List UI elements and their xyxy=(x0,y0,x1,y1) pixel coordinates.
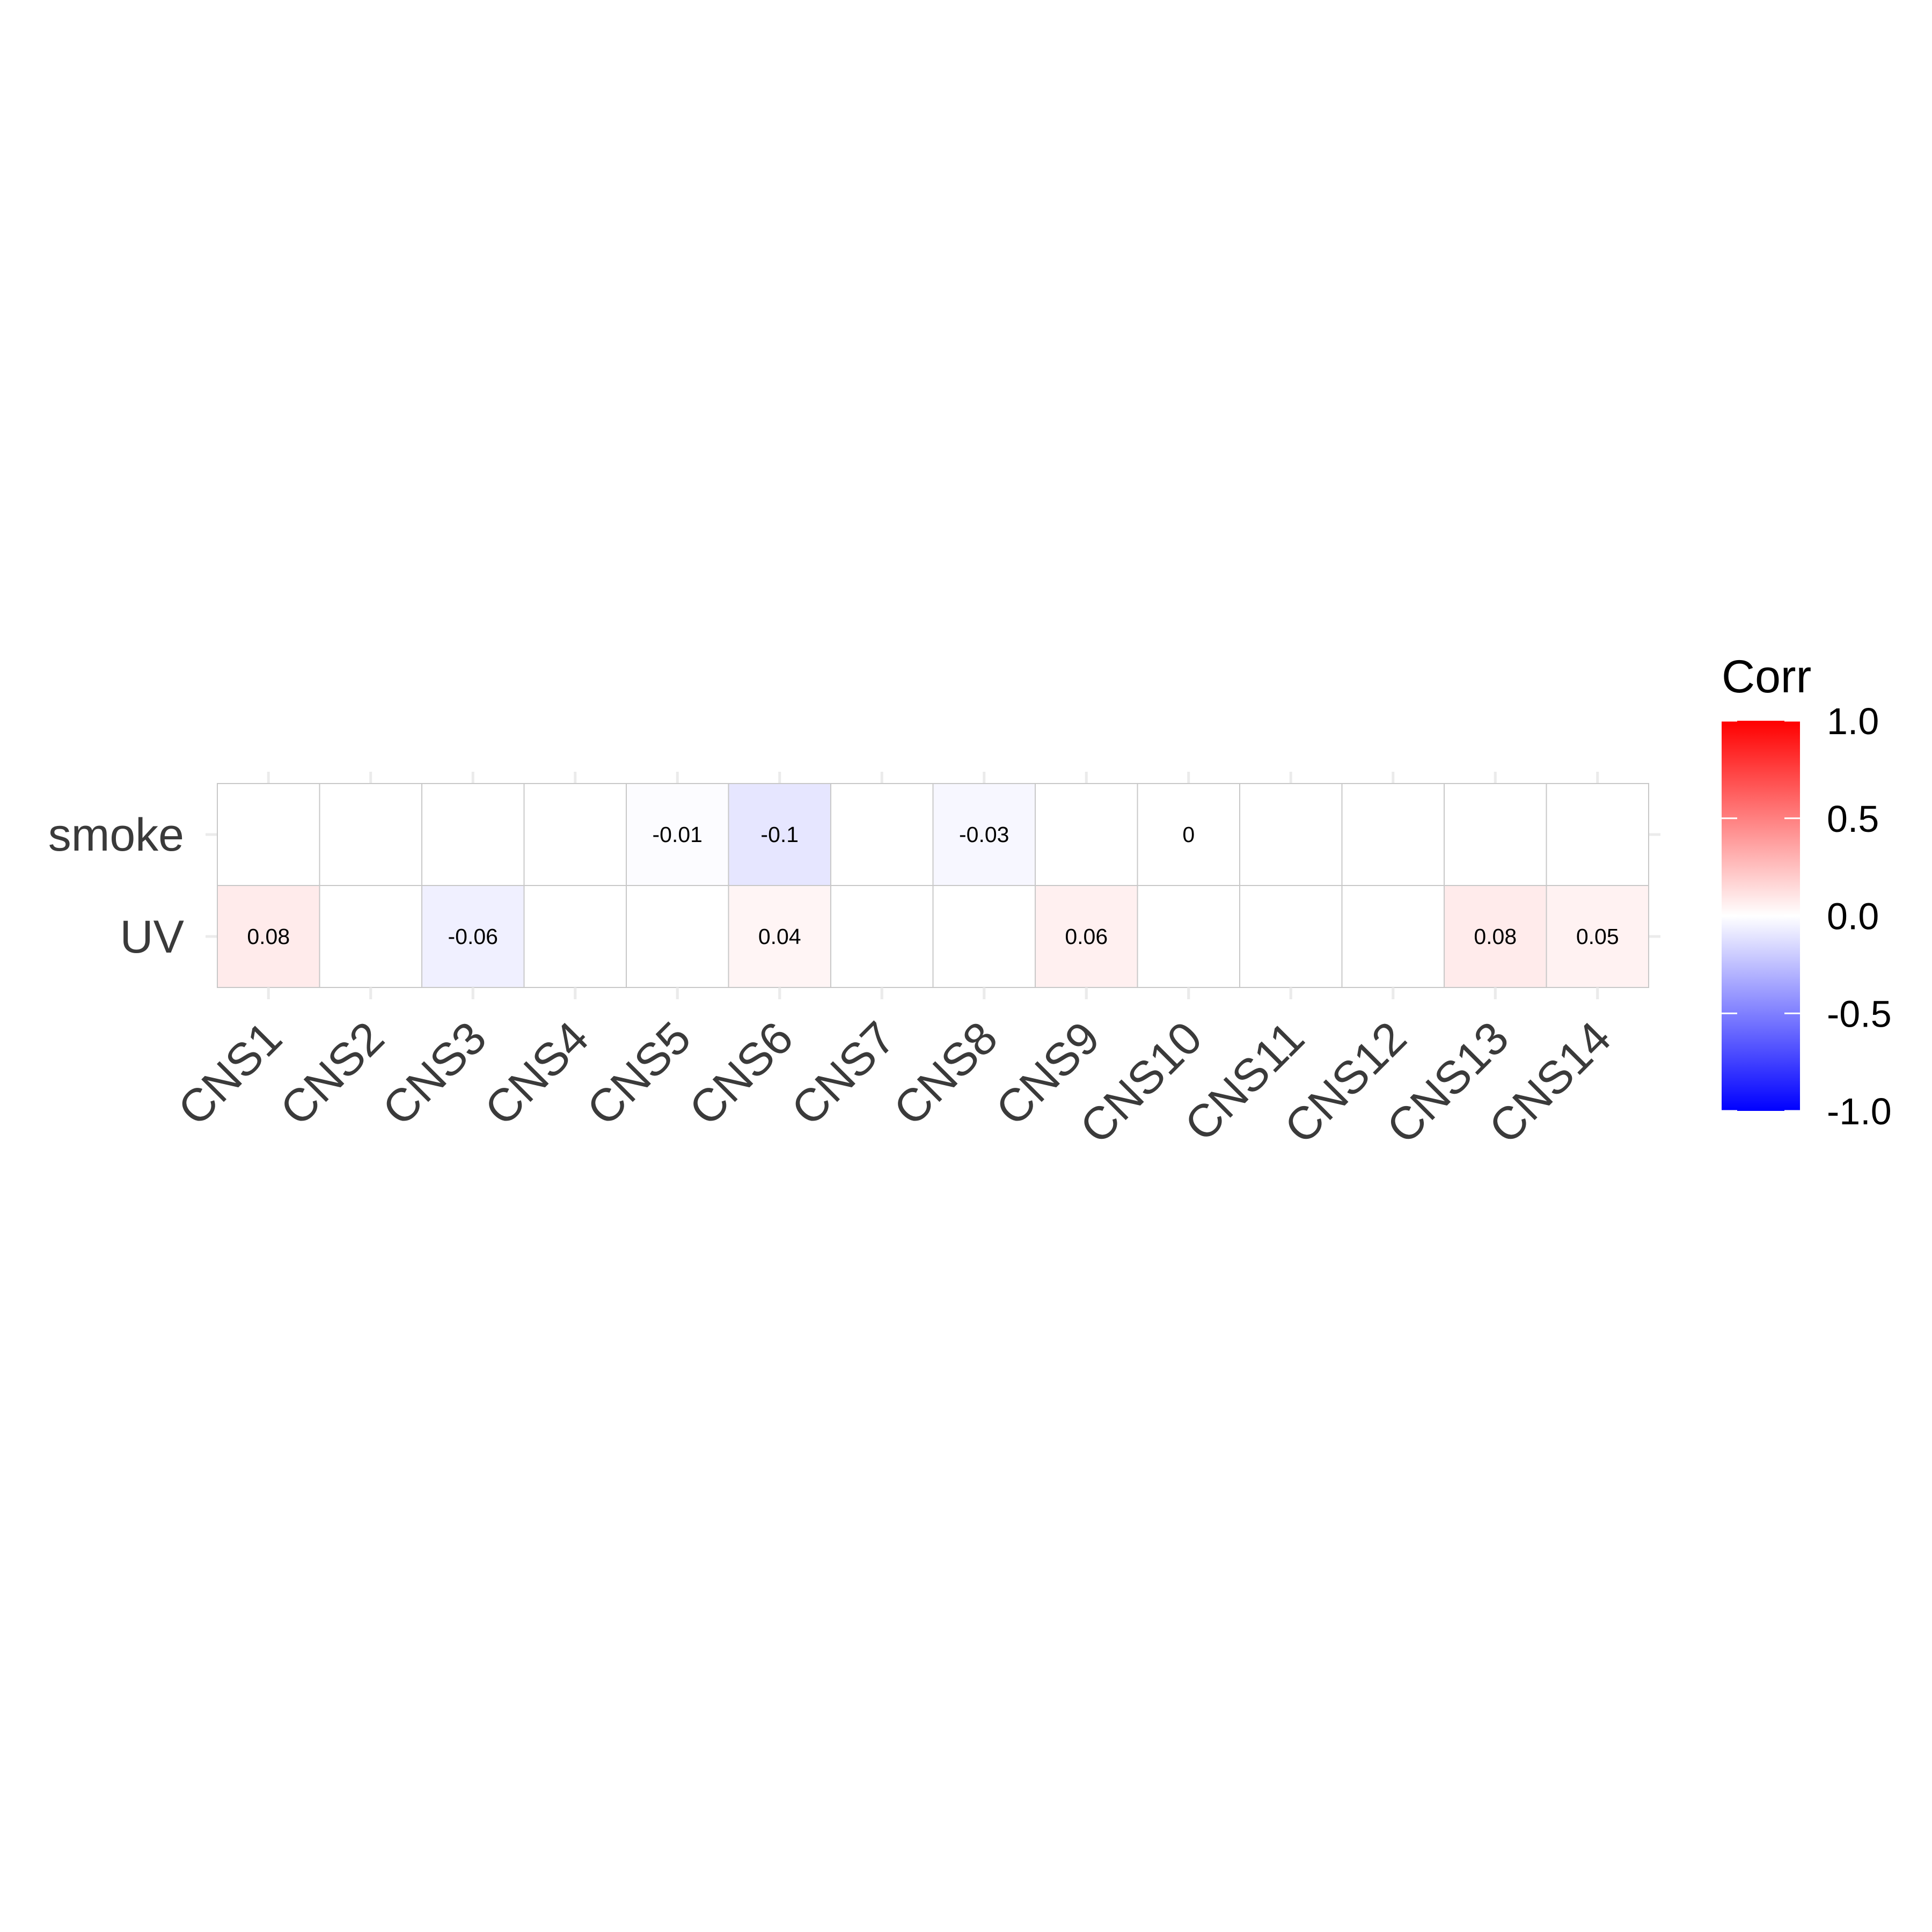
heatmap-cell xyxy=(626,783,729,886)
color-legend: Corr 1.0 0.5 0.0 -0.5 -1.0 xyxy=(1722,651,1892,1132)
cell-value-label: 0.06 xyxy=(1065,924,1108,949)
cell-value-labels: -0.01 -0.1 -0.03 0 0.08 -0.06 0.04 0.06 0.08 0.05 xyxy=(247,822,1619,949)
heatmap-cell xyxy=(1137,783,1240,886)
legend-tick-label: 0.0 xyxy=(1827,896,1879,938)
heatmap-cell xyxy=(319,885,422,988)
cell-value-label: 0.05 xyxy=(1576,924,1619,949)
heatmap-cell xyxy=(932,885,1036,988)
heatmap-cells xyxy=(217,783,1649,988)
heatmap-cell xyxy=(932,783,1036,886)
heatmap-cell xyxy=(1239,885,1343,988)
cell-value-label: 0.08 xyxy=(1474,924,1517,949)
heatmap-cell xyxy=(523,783,627,886)
y-tick-label: UV xyxy=(120,911,184,963)
heatmap-cell xyxy=(728,783,831,886)
heatmap-cell xyxy=(1444,783,1547,886)
heatmap-cell xyxy=(217,885,320,988)
heatmap-cell xyxy=(421,783,525,886)
heatmap-cell xyxy=(830,783,934,886)
heatmap-cell xyxy=(217,783,320,886)
heatmap-cell xyxy=(1546,885,1649,988)
heatmap-cell xyxy=(1546,783,1649,886)
heatmap-cell xyxy=(1341,783,1445,886)
legend-tick-label: 1.0 xyxy=(1827,700,1879,742)
cell-value-label: 0.04 xyxy=(758,924,801,949)
heatmap-cell xyxy=(626,885,729,988)
y-tick-label: smoke xyxy=(48,809,184,861)
legend-tick-label: -1.0 xyxy=(1827,1091,1892,1132)
legend-tick-label: 0.5 xyxy=(1827,798,1879,840)
heatmap-cell xyxy=(1035,783,1138,886)
heatmap-cell xyxy=(830,885,934,988)
legend-title: Corr xyxy=(1722,651,1811,702)
heatmap-cell xyxy=(1444,885,1547,988)
heatmap-cell xyxy=(523,885,627,988)
heatmap-cell xyxy=(1239,783,1343,886)
heatmap-cell xyxy=(319,783,422,886)
heatmap-cell xyxy=(1341,885,1445,988)
cell-value-label: -0.06 xyxy=(448,924,498,949)
heatmap-cell xyxy=(728,885,831,988)
cell-value-label: -0.03 xyxy=(959,822,1009,847)
cell-value-label: 0 xyxy=(1182,822,1195,847)
heatmap-cell xyxy=(1137,885,1240,988)
heatmap-cell xyxy=(1035,885,1138,988)
cell-value-label: -0.1 xyxy=(760,822,799,847)
legend-tick-label: -0.5 xyxy=(1827,993,1892,1035)
y-axis: smoke UV xyxy=(48,809,184,963)
cell-value-label: -0.01 xyxy=(653,822,702,847)
cell-value-label: 0.08 xyxy=(247,924,290,949)
